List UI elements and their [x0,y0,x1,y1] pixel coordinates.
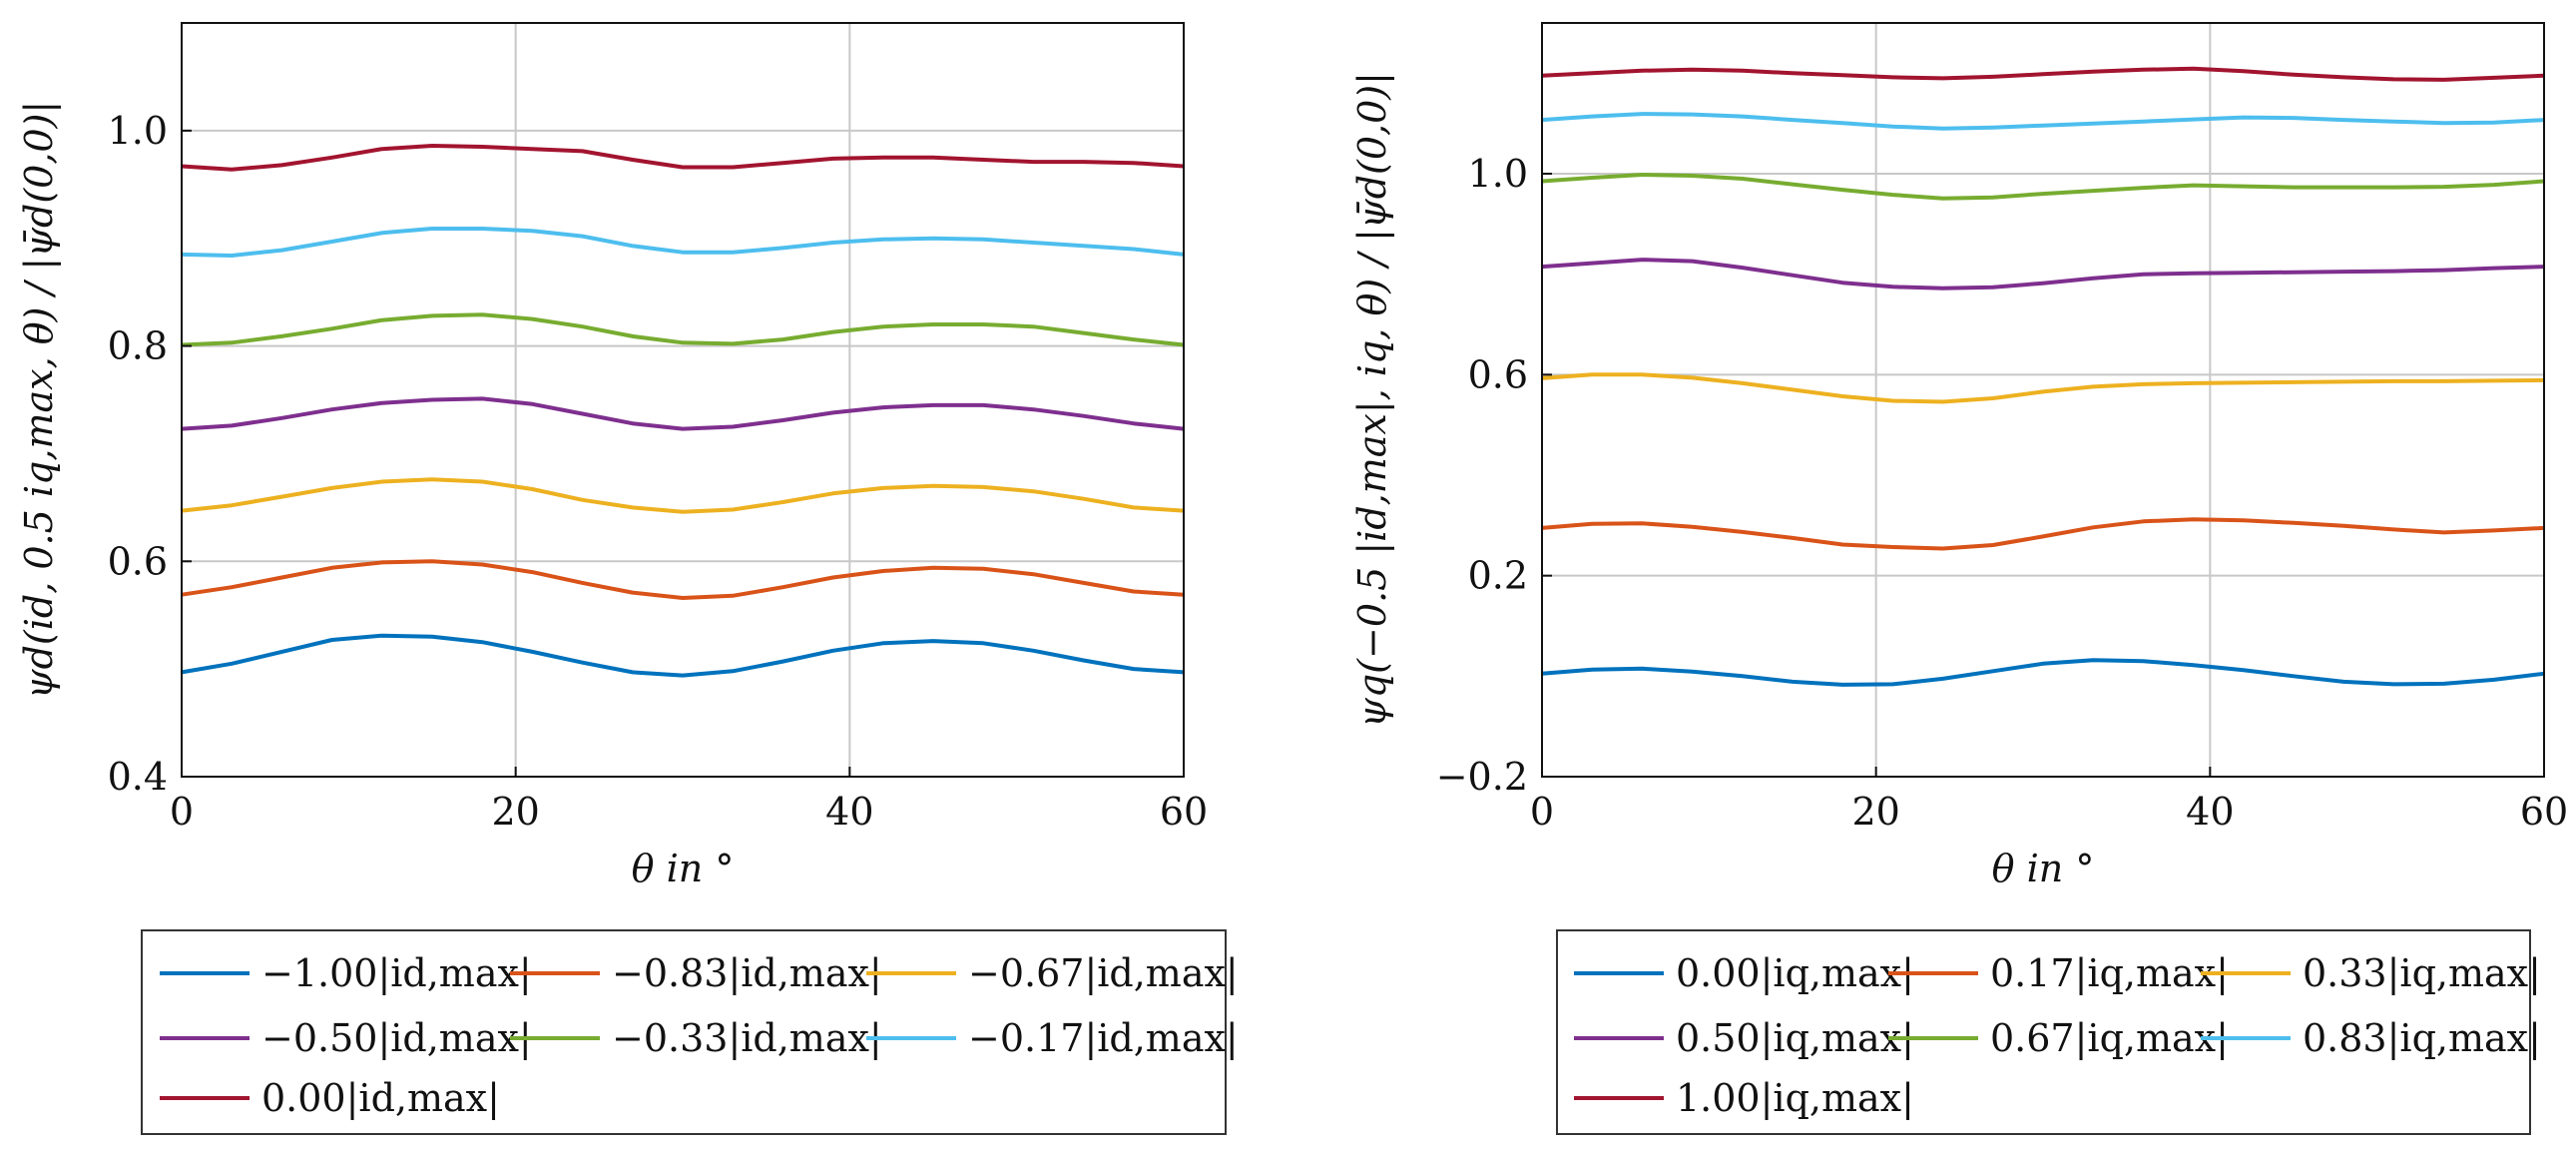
y-tick-label: 1.0 [1468,152,1528,196]
x-axis-label: θ in ° [632,847,735,890]
x-axis-label: θ in ° [1992,847,2095,890]
y-tick-label: 0.8 [108,324,168,368]
series-line-2 [181,559,1185,600]
series-line-5 [1541,173,2545,201]
legend-box [1556,929,2531,1135]
legend-entry: 0.00|iq,max| [1676,951,1914,995]
legend-entry: −0.33|id,max| [612,1016,882,1060]
y-tick-label: 0.2 [1468,554,1528,598]
legend-entry: 0.67|iq,max| [1990,1016,2229,1060]
x-tick-label: 40 [825,790,873,834]
legend-entry: 0.50|iq,max| [1676,1016,1914,1060]
series-line-4 [1541,258,2545,290]
x-tick-label: 20 [491,790,539,834]
series-line-6 [1541,112,2545,131]
series-line-4 [181,396,1185,431]
series-line-3 [1541,372,2545,404]
y-tick-label: 1.0 [108,109,168,153]
legend-entry: 0.00|id,max| [261,1076,500,1120]
legend: −1.00|id,max| −0.83|id,max| −0.67|id,max| −… [141,929,1239,1135]
legend-entry: −0.83|id,max| [612,951,882,995]
x-tick-label: 0 [170,790,194,834]
legend-entry: −0.17|id,max| [968,1016,1239,1060]
series-line-1 [181,633,1185,678]
chart-1: 0 20 40 60 0.4 0.6 0.8 1.0 θ in ° ψd(id, 0.5 iq,m… [17,22,1239,1135]
series-line-2 [1541,517,2545,551]
series-line-6 [181,227,1185,258]
x-tick-label: 60 [1160,790,1208,834]
y-axis-label: ψd(id, 0.5 iq,max, θ) / |ψ̄d(0,0)| [17,101,61,699]
legend-entry: −1.00|id,max| [261,951,532,995]
legend-entry: 1.00|iq,max| [1676,1076,1914,1120]
legend-entry: 0.17|iq,max| [1990,951,2229,995]
y-tick-label: 0.4 [108,755,168,799]
x-tick-label: 0 [1530,790,1554,834]
series-line-3 [181,477,1185,514]
series-line-5 [181,312,1185,347]
x-tick-label: 40 [2186,790,2234,834]
y-tick-label: 0.6 [1468,352,1528,396]
x-tick-label: 20 [1851,790,1899,834]
legend-entry: −0.50|id,max| [261,1016,532,1060]
legend: 0.00|iq,max| 0.17|iq,max| 0.33|iq,max| 0.50… [1556,929,2541,1135]
legend-entry: 0.33|iq,max| [2303,951,2541,995]
plot-frame [181,22,1185,778]
legend-entry: 0.83|iq,max| [2303,1016,2541,1060]
series-line-7 [1541,66,2545,82]
series-line-1 [1541,658,2545,687]
legend-box [141,929,1227,1135]
series-line-7 [181,144,1185,172]
plot-frame [1541,22,2545,778]
y-tick-label: −0.2 [1436,755,1528,799]
y-tick-label: 0.6 [108,539,168,583]
legend-entry: −0.67|id,max| [968,951,1239,995]
y-axis-label: ψq(−0.5 |id,max|, iq, θ) / |ψ̄d(0,0)| [1350,72,1394,728]
x-tick-label: 60 [2520,790,2568,834]
chart-2: 0 20 40 60 −0.2 0.2 0.6 1.0 θ in ° ψq(−0.5 |id,ma… [1350,22,2568,1135]
